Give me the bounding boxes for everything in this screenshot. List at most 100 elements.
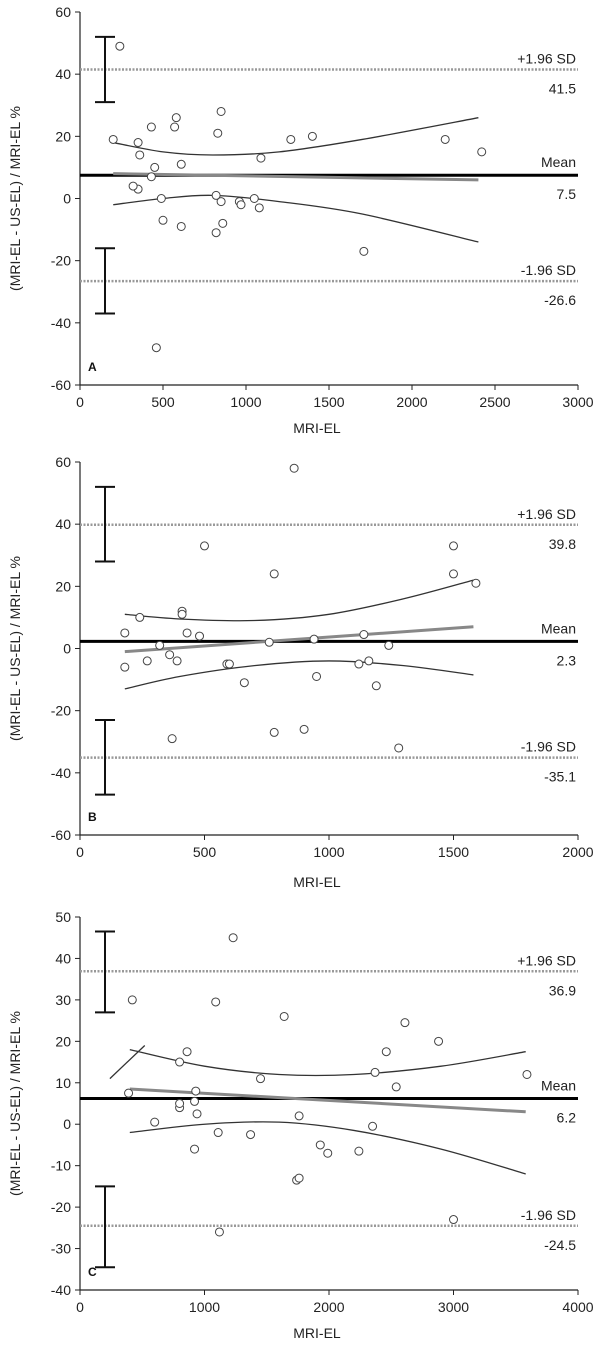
panel-letter: A: [88, 360, 97, 374]
data-point: [359, 630, 369, 640]
data-point: [158, 215, 168, 225]
x-tick-label: 3000: [438, 1299, 469, 1315]
data-point: [381, 1047, 391, 1057]
data-point: [315, 1140, 325, 1150]
data-point: [269, 569, 279, 579]
upper-limit-value: 36.9: [549, 982, 576, 998]
mean-label: Mean: [541, 1078, 576, 1094]
y-tick-label: 0: [63, 191, 71, 207]
curve-segment: [109, 1045, 146, 1080]
data-point: [115, 41, 125, 51]
data-point: [384, 640, 394, 650]
y-tick-label: -40: [51, 315, 71, 331]
x-tick-label: 2000: [313, 1299, 344, 1315]
data-point: [312, 671, 322, 681]
x-tick-label: 0: [76, 1299, 84, 1315]
lower-limit-value: -35.1: [544, 769, 576, 785]
y-axis-title: (MRI-EL - US-EL) / MRI-EL %: [7, 106, 23, 291]
y-tick-label: 50: [55, 909, 71, 925]
data-point: [200, 541, 209, 551]
x-tick-label: 4000: [562, 1299, 593, 1315]
y-tick-label: 40: [55, 516, 71, 532]
data-point: [150, 162, 160, 172]
x-axis-title: MRI-EL: [293, 420, 341, 436]
chart-panel-b: -60 -40 -20 0 20 40 60 0 500 1000 1500 2000 MRI-EL (M…: [7, 454, 594, 890]
data-point: [309, 634, 319, 644]
y-tick-label: 40: [55, 66, 71, 82]
x-tick-label: 1500: [438, 844, 469, 860]
data-point: [394, 743, 404, 753]
upper-limit-label: +1.96 SD: [517, 51, 576, 67]
mean-value: 6.2: [557, 1110, 577, 1126]
panel-letter: C: [88, 1265, 97, 1279]
upper-confidence-curve: [129, 1048, 526, 1077]
y-tick-label: -20: [51, 1199, 71, 1215]
data-point: [299, 724, 309, 734]
data-point: [155, 640, 165, 650]
y-tick-label: 0: [63, 641, 71, 657]
data-point: [254, 203, 264, 213]
data-point: [195, 631, 205, 641]
data-point: [128, 181, 138, 191]
data-point: [218, 218, 228, 228]
data-point: [150, 1117, 160, 1127]
data-point: [246, 1130, 256, 1140]
chart-panel-a: -60 -40 -20 0 20 40 60 0 500 1000 1500 2000 2500 3000…: [7, 4, 594, 436]
lower-limit-label: -1.96 SD: [521, 739, 576, 755]
data-point: [182, 628, 192, 638]
data-point: [256, 1074, 266, 1084]
data-point: [391, 1082, 401, 1092]
data-point: [120, 628, 130, 638]
data-point: [307, 131, 317, 141]
y-tick-label: -40: [51, 765, 71, 781]
upper-limit-label: +1.96 SD: [517, 506, 576, 522]
upper-limit-label: +1.96 SD: [517, 952, 576, 968]
data-point: [449, 541, 458, 551]
data-point: [449, 1215, 458, 1225]
x-tick-label: 500: [193, 844, 217, 860]
data-point: [182, 1047, 192, 1057]
x-tick-label: 1000: [230, 394, 261, 410]
upper-confidence-curve: [113, 117, 479, 156]
y-axis-title: (MRI-EL - US-EL) / MRI-EL %: [7, 556, 23, 741]
data-point: [146, 172, 156, 182]
data-point: [354, 1146, 364, 1156]
data-point: [165, 650, 175, 660]
y-tick-label: -20: [51, 703, 71, 719]
data-point: [368, 1121, 378, 1131]
regression-line: [113, 172, 479, 182]
data-point: [477, 147, 487, 157]
data-point: [192, 1109, 202, 1119]
mean-value: 2.3: [557, 652, 577, 668]
lower-confidence-curve: [124, 660, 474, 690]
data-point: [289, 463, 299, 473]
data-point: [323, 1148, 333, 1158]
y-tick-label: 60: [55, 454, 71, 470]
mean-value: 7.5: [557, 186, 577, 202]
data-point: [239, 678, 249, 688]
regression-line: [129, 1087, 526, 1114]
data-point: [471, 578, 481, 588]
data-point: [264, 637, 274, 647]
upper-confidence-curve: [124, 579, 474, 622]
x-tick-label: 0: [76, 844, 84, 860]
data-point: [256, 153, 266, 163]
data-point: [127, 995, 137, 1005]
data-point: [440, 134, 450, 144]
data-point: [228, 933, 238, 943]
data-point: [171, 113, 181, 123]
data-point: [213, 128, 223, 138]
data-point: [146, 122, 156, 132]
data-point: [172, 656, 182, 666]
lower-limit-value: -24.5: [544, 1237, 576, 1253]
data-point: [142, 656, 152, 666]
x-axis-title: MRI-EL: [293, 874, 341, 890]
y-tick-label: 10: [55, 1075, 71, 1091]
data-point: [211, 228, 221, 238]
y-tick-label: -40: [51, 1282, 71, 1298]
data-point: [175, 1057, 185, 1067]
data-point: [211, 190, 221, 200]
y-tick-label: -20: [51, 253, 71, 269]
y-tick-label: 20: [55, 128, 71, 144]
data-point: [213, 1128, 223, 1138]
